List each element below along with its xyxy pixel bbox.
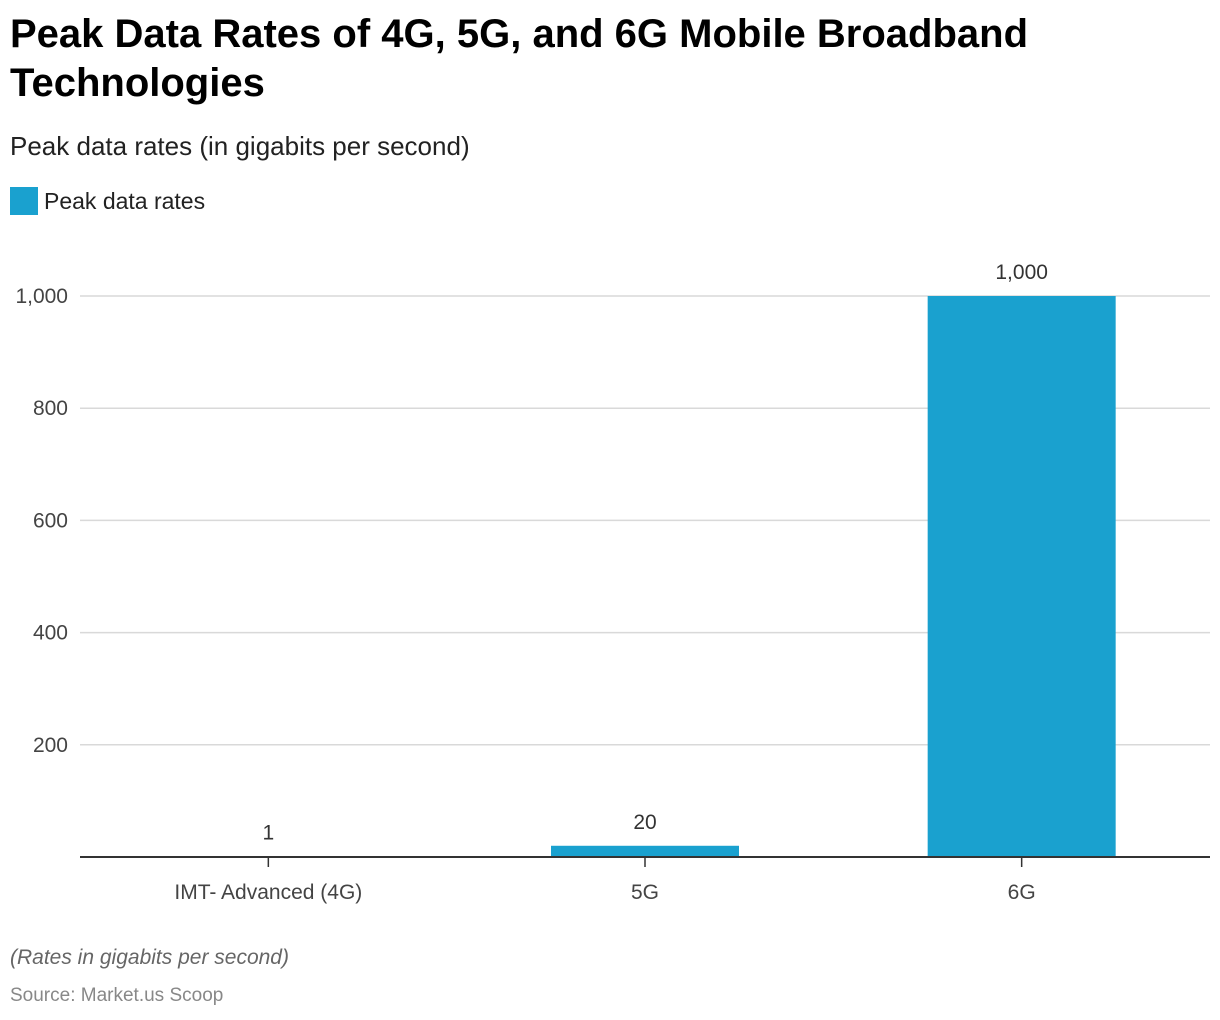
legend: Peak data rates: [10, 186, 205, 216]
y-tick-label: 600: [33, 509, 68, 532]
bars: [174, 296, 1116, 857]
legend-label: Peak data rates: [44, 187, 206, 214]
data-label: 1: [262, 821, 274, 844]
chart-subtitle: Peak data rates (in gigabits per second): [10, 131, 470, 161]
data-labels: 1 20 1,000: [262, 261, 1047, 844]
chart-title: Peak Data Rates of 4G, 5G, and 6G Mobile…: [10, 12, 1029, 105]
bar: [551, 845, 739, 857]
data-label: 1,000: [995, 261, 1048, 284]
bar: [927, 296, 1116, 857]
legend-swatch: [10, 187, 38, 215]
chart-note: (Rates in gigabits per second): [10, 946, 289, 969]
x-tick-label: 6G: [1008, 881, 1036, 904]
y-tick-label: 800: [33, 397, 68, 420]
x-tick-label: 5G: [631, 881, 659, 904]
y-tick-label: 1,000: [15, 285, 68, 308]
y-tick-label: 200: [33, 734, 68, 757]
chart-source: Source: Market.us Scoop: [10, 985, 224, 1006]
x-axis: IMT- Advanced (4G) 5G 6G: [80, 856, 1210, 904]
x-tick-label: IMT- Advanced (4G): [174, 881, 362, 904]
y-tick-labels: 200 400 600 800 1,000: [15, 285, 68, 757]
y-tick-label: 400: [33, 622, 68, 645]
data-label: 20: [633, 811, 656, 834]
